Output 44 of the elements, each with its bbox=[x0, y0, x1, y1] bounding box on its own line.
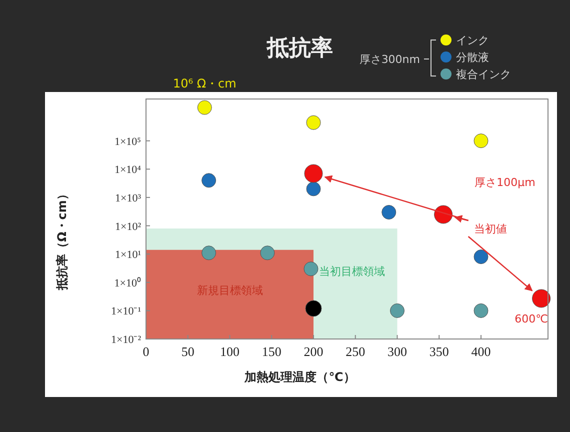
point bbox=[305, 300, 322, 317]
legend-label: 分散液 bbox=[456, 51, 489, 64]
x-tick-label: 200 bbox=[304, 344, 324, 359]
point bbox=[306, 115, 321, 130]
legend-label: インク bbox=[456, 34, 489, 47]
legend-label: 複合インク bbox=[456, 68, 511, 81]
point bbox=[474, 134, 488, 148]
x-axis-title: 加熱処理温度（℃） bbox=[244, 370, 356, 384]
legend-title: 厚さ300nm bbox=[359, 53, 420, 66]
y-axis-title: 抵抗率（Ω・cm） bbox=[55, 188, 69, 291]
annotation: 当初値 bbox=[474, 222, 507, 236]
x-tick-label: 250 bbox=[346, 344, 366, 359]
point bbox=[474, 250, 488, 264]
y-tick-label: 1×10⁵ bbox=[114, 136, 142, 148]
annotation: 10⁶ Ω・cm bbox=[172, 76, 236, 91]
y-tick-label: 1×10⁴ bbox=[114, 164, 142, 176]
point bbox=[260, 246, 275, 260]
chart-title: 抵抗率 bbox=[266, 35, 333, 61]
point bbox=[532, 289, 551, 308]
y-tick-label: 1×10³ bbox=[114, 192, 142, 204]
y-tick-label: 1×10⁻¹ bbox=[110, 306, 141, 318]
x-tick-label: 0 bbox=[142, 344, 150, 359]
annotation: 当初目標領域 bbox=[319, 265, 385, 278]
annotation: 新規目標領域 bbox=[197, 284, 263, 297]
y-tick-label: 1×10¹ bbox=[114, 249, 141, 262]
x-tick-label: 350 bbox=[429, 344, 449, 359]
y-tick-label: 1×10² bbox=[114, 220, 142, 233]
annotation: 600℃ bbox=[514, 312, 548, 326]
point bbox=[474, 303, 488, 318]
point bbox=[304, 164, 323, 183]
x-tick-label: 50 bbox=[181, 344, 194, 359]
point bbox=[202, 173, 216, 188]
point bbox=[202, 246, 216, 260]
point bbox=[304, 262, 318, 276]
y-tick-label: 1×10⁰ bbox=[114, 276, 141, 290]
annotation: 厚さ100μm bbox=[474, 176, 536, 189]
x-tick-label: 150 bbox=[262, 344, 282, 359]
x-tick-label: 300 bbox=[388, 344, 407, 359]
point bbox=[306, 182, 321, 196]
y-tick-label: 1×10⁻² bbox=[110, 334, 142, 346]
point bbox=[197, 100, 212, 115]
point bbox=[390, 303, 404, 318]
x-tick-label: 100 bbox=[220, 344, 240, 359]
x-tick-label: 400 bbox=[471, 344, 491, 359]
